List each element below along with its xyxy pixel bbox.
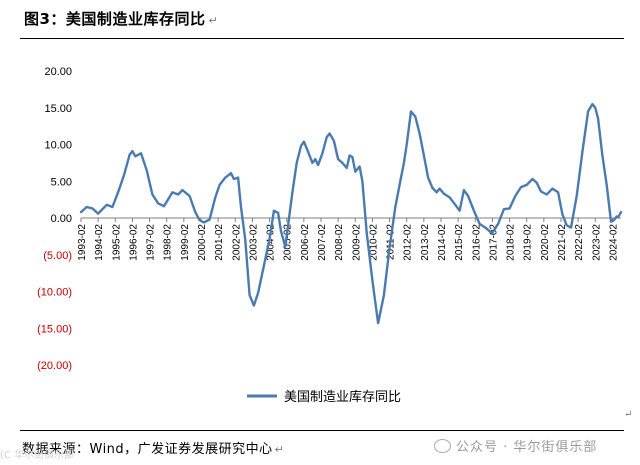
x-tick-label: 2022-02 bbox=[574, 224, 585, 261]
series-line bbox=[79, 102, 623, 325]
x-tick-label: 2002-02 bbox=[231, 224, 242, 261]
x-axis: 1993-02 1994-02 1995-02 1996-02 1997-02 1998-… bbox=[77, 217, 621, 261]
y-tick-label: (5.00) bbox=[43, 250, 72, 262]
x-tick-label: 1996-02 bbox=[128, 224, 139, 261]
edge-watermark: (C 华尔街俱乐部 bbox=[0, 450, 75, 461]
x-tick-label: 2004-02 bbox=[266, 224, 277, 261]
y-tick-label: 20.00 bbox=[44, 66, 72, 78]
x-tick-label: 2021-02 bbox=[557, 224, 568, 261]
y-tick-label: 15.00 bbox=[44, 103, 72, 115]
watermark-text: 公众号 · 华尔街俱乐部 bbox=[456, 440, 598, 455]
y-tick-label: (10.00) bbox=[37, 287, 72, 299]
x-tick-label: 2015-02 bbox=[454, 224, 465, 261]
x-tick-label: 1999-02 bbox=[180, 224, 191, 261]
x-tick-label: 2006-02 bbox=[300, 224, 311, 261]
x-tick-label: 2020-02 bbox=[540, 224, 551, 261]
source-note: 数据来源：Wind，广发证券发展研究中心 ↵ bbox=[22, 438, 284, 457]
y-tick-label: 10.00 bbox=[44, 140, 72, 152]
x-tick-label: 1993-02 bbox=[77, 224, 88, 261]
source-return-mark: ↵ bbox=[274, 443, 285, 456]
x-tick-label: 2014-02 bbox=[437, 224, 448, 261]
x-tick-label: 2010-02 bbox=[368, 224, 379, 261]
figure-title: 图3：美国制造业库存同比 ↵ bbox=[24, 8, 218, 29]
x-tick-label: 2023-02 bbox=[591, 224, 602, 261]
x-tick-label: 1994-02 bbox=[94, 224, 105, 261]
top-rule bbox=[20, 38, 624, 39]
y-axis: 20.00 15.00 10.00 5.00 0.00 (5.00) (10.00) (15.… bbox=[37, 66, 72, 372]
line-chart: 20.00 15.00 10.00 5.00 0.00 (5.00) (10.00) (15.… bbox=[37, 66, 623, 405]
title-return-mark: ↵ bbox=[208, 14, 219, 27]
watermark: 公众号 · 华尔街俱乐部 bbox=[434, 436, 597, 455]
x-tick-label: 2007-02 bbox=[317, 224, 328, 261]
x-tick-label: 1997-02 bbox=[146, 224, 157, 261]
y-tick-label: 0.00 bbox=[51, 213, 72, 225]
x-tick-label: 2012-02 bbox=[403, 224, 414, 261]
x-tick-label: 2019-02 bbox=[523, 224, 534, 261]
right-return-mark: ↵ bbox=[624, 409, 633, 420]
x-tick-label: 2009-02 bbox=[351, 224, 362, 261]
y-tick-label: (20.00) bbox=[37, 360, 72, 372]
x-tick-label: 1995-02 bbox=[111, 224, 122, 261]
x-tick-label: 2018-02 bbox=[506, 224, 517, 261]
figure-title-text: 图3：美国制造业库存同比 bbox=[24, 10, 206, 28]
y-tick-label: 5.00 bbox=[51, 176, 72, 188]
legend-label: 美国制造业库存同比 bbox=[284, 389, 401, 405]
y-tick-label: (15.00) bbox=[37, 323, 72, 335]
x-tick-label: 2000-02 bbox=[197, 224, 208, 261]
x-tick-label: 2008-02 bbox=[334, 224, 345, 261]
wechat-icon bbox=[434, 439, 451, 453]
x-tick-label: 2013-02 bbox=[420, 224, 431, 261]
x-tick-label: 2003-02 bbox=[248, 224, 259, 261]
x-tick-label: 2016-02 bbox=[471, 224, 482, 261]
x-tick-label: 1998-02 bbox=[163, 224, 174, 261]
series-group bbox=[79, 102, 623, 325]
x-tick-label: 2005-02 bbox=[283, 224, 294, 261]
bottom-rule bbox=[20, 430, 624, 431]
x-tick-label: 2024-02 bbox=[608, 224, 619, 261]
x-tick-label: 2001-02 bbox=[214, 224, 225, 261]
source-text: 数据来源：Wind，广发证券发展研究中心 bbox=[22, 442, 273, 457]
legend: 美国制造业库存同比 bbox=[247, 389, 401, 405]
x-tick-label: 2017-02 bbox=[488, 224, 499, 261]
